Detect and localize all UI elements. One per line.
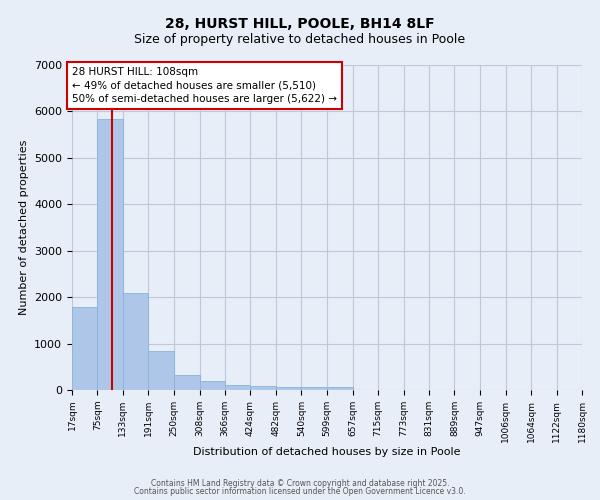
Bar	[225, 385, 250, 390]
Bar	[301, 388, 327, 390]
Bar	[250, 386, 276, 390]
Text: Contains HM Land Registry data © Crown copyright and database right 2025.: Contains HM Land Registry data © Crown c…	[151, 478, 449, 488]
Text: 28, HURST HILL, POOLE, BH14 8LF: 28, HURST HILL, POOLE, BH14 8LF	[165, 18, 435, 32]
Y-axis label: Number of detached properties: Number of detached properties	[19, 140, 29, 315]
Bar	[72, 308, 97, 390]
X-axis label: Distribution of detached houses by size in Poole: Distribution of detached houses by size …	[193, 448, 461, 458]
Bar	[200, 382, 225, 390]
Bar	[327, 387, 353, 390]
Text: Size of property relative to detached houses in Poole: Size of property relative to detached ho…	[134, 32, 466, 46]
Bar	[148, 351, 174, 390]
Text: Contains public sector information licensed under the Open Government Licence v3: Contains public sector information licen…	[134, 487, 466, 496]
Bar	[97, 120, 123, 390]
Bar	[174, 374, 200, 390]
Bar	[276, 387, 301, 390]
Text: 28 HURST HILL: 108sqm
← 49% of detached houses are smaller (5,510)
50% of semi-d: 28 HURST HILL: 108sqm ← 49% of detached …	[72, 68, 337, 104]
Bar	[123, 294, 148, 390]
